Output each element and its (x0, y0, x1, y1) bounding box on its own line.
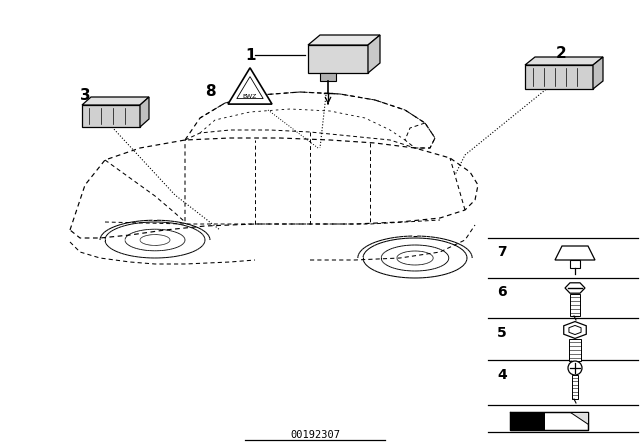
Polygon shape (593, 57, 603, 89)
Text: 1: 1 (245, 47, 255, 63)
Bar (525, 65, 593, 89)
Text: 7: 7 (497, 245, 507, 259)
Text: 6: 6 (497, 285, 507, 299)
Bar (510, 412, 588, 430)
Polygon shape (570, 412, 588, 424)
Bar (308, 45, 368, 73)
Text: 8: 8 (205, 85, 216, 99)
Text: BWZ: BWZ (243, 94, 257, 99)
Polygon shape (525, 57, 603, 65)
Text: 00192307: 00192307 (290, 430, 340, 440)
Text: 4: 4 (497, 368, 507, 382)
Bar (572, 375, 578, 399)
Text: 3: 3 (80, 87, 91, 103)
Text: 2: 2 (556, 46, 567, 60)
Polygon shape (308, 35, 380, 45)
Bar (569, 339, 581, 361)
Polygon shape (237, 77, 263, 99)
Polygon shape (140, 97, 149, 127)
Polygon shape (368, 35, 380, 73)
Bar (570, 294, 580, 316)
Bar (320, 73, 336, 81)
Polygon shape (565, 283, 585, 293)
Bar (82, 105, 140, 127)
Text: 5: 5 (497, 326, 507, 340)
Circle shape (568, 361, 582, 375)
Polygon shape (82, 97, 149, 105)
Polygon shape (569, 325, 581, 335)
Polygon shape (555, 246, 595, 260)
Polygon shape (564, 322, 586, 338)
Bar (510, 412, 545, 430)
Bar (570, 260, 580, 268)
Polygon shape (228, 68, 272, 104)
